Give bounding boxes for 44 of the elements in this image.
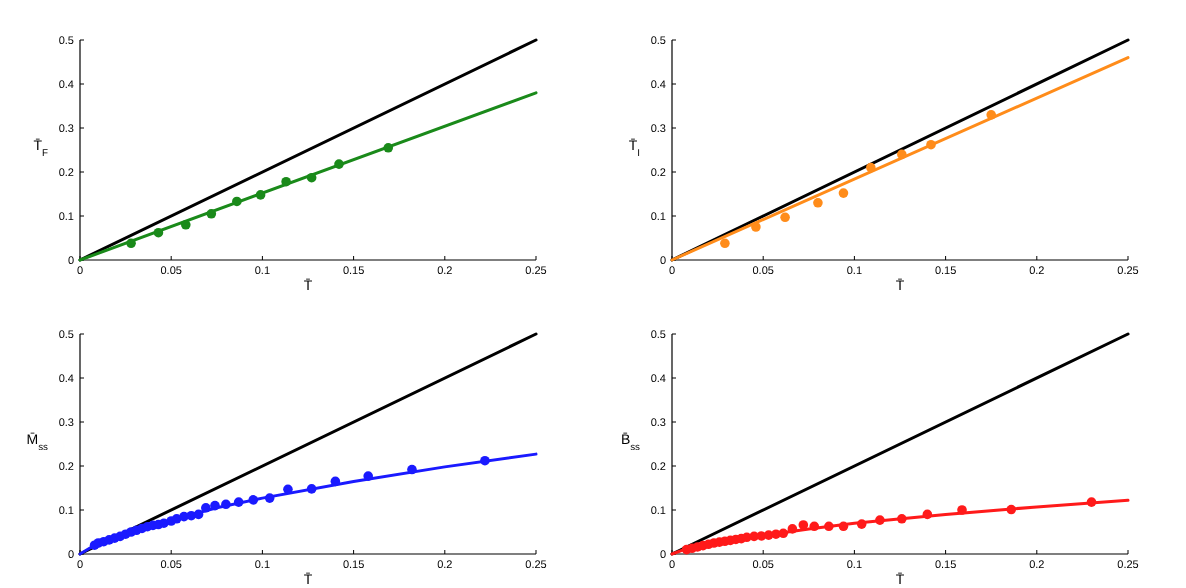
point	[926, 139, 936, 150]
point	[281, 176, 291, 187]
point	[306, 484, 317, 494]
point	[922, 509, 933, 520]
point	[897, 149, 907, 160]
point	[838, 188, 849, 198]
point	[330, 476, 341, 487]
point	[798, 520, 809, 530]
point	[126, 238, 136, 249]
point	[875, 515, 885, 525]
point	[407, 464, 417, 475]
point	[813, 198, 823, 208]
point	[856, 519, 867, 529]
point	[334, 159, 344, 169]
point	[221, 499, 231, 510]
point	[1086, 497, 1097, 507]
point	[153, 227, 164, 238]
point	[232, 196, 242, 207]
point	[233, 497, 244, 507]
point	[206, 209, 217, 219]
point	[986, 110, 996, 120]
point	[383, 143, 394, 153]
point	[720, 238, 730, 249]
point	[180, 220, 191, 230]
point	[957, 505, 967, 515]
point	[363, 471, 373, 481]
point	[809, 521, 820, 532]
point	[751, 222, 761, 232]
point	[897, 514, 907, 524]
point	[255, 190, 266, 200]
point	[838, 521, 849, 532]
point	[824, 521, 834, 532]
point	[248, 495, 259, 505]
point	[264, 493, 275, 503]
point	[480, 455, 490, 466]
point	[787, 524, 798, 534]
point	[1006, 504, 1017, 515]
point	[866, 162, 876, 173]
point	[210, 500, 220, 511]
point	[193, 509, 204, 520]
point	[306, 172, 317, 183]
point	[201, 503, 211, 513]
point	[778, 528, 789, 539]
point	[780, 212, 790, 223]
